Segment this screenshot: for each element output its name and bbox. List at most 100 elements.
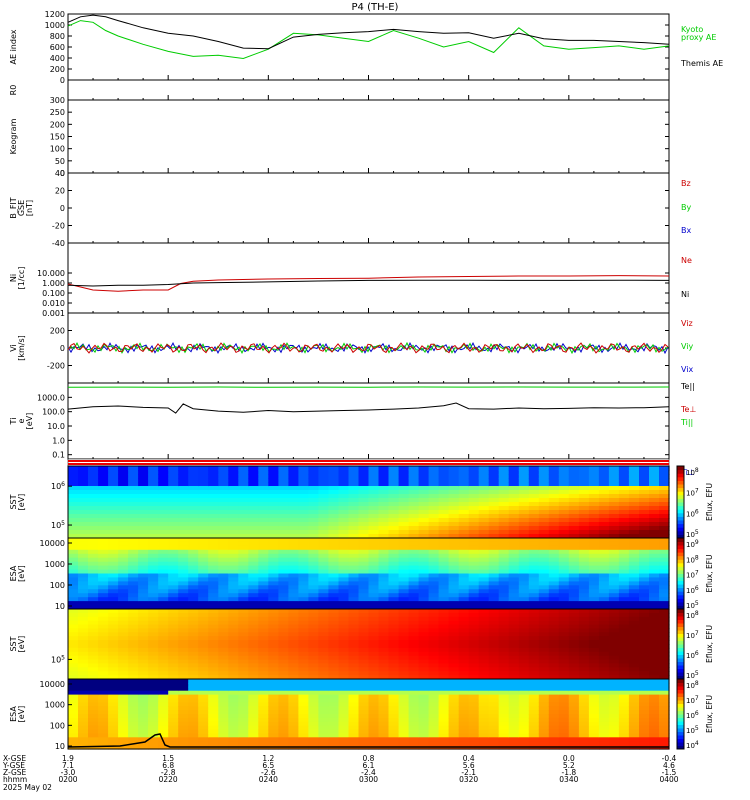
spectrogram-cell-sst_i: [378, 612, 390, 618]
spectrogram-cell-esa_e: [588, 585, 600, 590]
spectrogram-cell-esa_e: [88, 585, 99, 590]
spectrogram-cell-sst_i: [148, 612, 159, 618]
spectrogram-cell-esa_e: [78, 605, 89, 610]
spectrogram-cell-sst_e: [618, 518, 630, 523]
spectrogram-cell-esa_i: [238, 690, 249, 696]
spectrogram-cell-esa_e: [348, 541, 360, 547]
spectrogram-cell-esa_i: [508, 714, 520, 719]
spectrogram-cell-sst_i: [168, 616, 179, 622]
spectrogram-cell-sst_e: [68, 534, 79, 539]
spectrogram-cell-sst_i: [518, 651, 530, 657]
spectrogram-cell-esa_e: [448, 593, 460, 598]
spectrogram-cell-esa_e: [248, 565, 259, 571]
spectrogram-cell-sst_e: [588, 478, 600, 483]
spectrogram-cell-esa_i: [438, 690, 450, 696]
spectrogram-cell-esa_e: [628, 593, 640, 598]
spectrogram-cell-sst_i: [308, 659, 319, 665]
spectrogram-cell-sst_e: [498, 478, 510, 483]
spectrogram-cell-esa_e: [498, 601, 510, 606]
spectrogram-cell-esa_i: [138, 717, 149, 723]
spectrogram-cell-sst_e: [68, 470, 79, 475]
spectrogram-cell-sst_e: [568, 494, 580, 499]
spectrogram-cell-sst_e: [508, 518, 520, 523]
spectrogram-cell-sst_i: [448, 624, 460, 630]
spectrogram-cell-sst_i: [298, 663, 309, 668]
spectrogram-cell-esa_e: [208, 597, 219, 602]
spectrogram-cell-esa_i: [628, 698, 640, 703]
spectrogram-cell-sst_i: [408, 616, 420, 622]
spectrogram-cell-esa_i: [458, 698, 470, 703]
spectrogram-cell-sst_i: [338, 620, 350, 626]
spectrogram-cell-esa_e: [428, 581, 440, 586]
ylabel-sst_e: SST: [9, 494, 18, 509]
spectrogram-cell-esa_i: [68, 721, 79, 727]
spectrogram-cell-esa_e: [568, 549, 580, 555]
spectrogram-cell-sst_i: [68, 671, 79, 676]
spectrogram-cell-esa_e: [388, 565, 400, 571]
spectrogram-cell-esa_e: [388, 593, 400, 598]
spectrogram-cell-esa_e: [639, 565, 650, 571]
spectrogram-cell-esa_e: [68, 565, 79, 571]
spectrogram-cell-sst_e: [608, 530, 620, 535]
spectrogram-cell-sst_i: [308, 671, 319, 676]
spectrogram-cell-sst_i: [508, 612, 520, 618]
spectrogram-cell-sst_e: [78, 530, 89, 535]
spectrogram-cell-sst_e: [628, 490, 640, 495]
spectrogram-cell-sst_e: [368, 482, 380, 487]
spectrogram-cell-sst_i: [659, 663, 670, 668]
spectrogram-cell-sst_i: [258, 640, 269, 645]
spectrogram-cell-sst_e: [578, 526, 590, 531]
spectrogram-cell-sst_e: [278, 522, 289, 527]
spectrogram-cell-esa_i: [298, 682, 309, 688]
spectrogram-cell-sst_i: [618, 609, 630, 614]
spectrogram-cell-esa_i: [328, 706, 339, 711]
spectrogram-cell-esa_i: [568, 679, 580, 684]
spectrogram-cell-esa_e: [488, 545, 500, 551]
spectrogram-cell-esa_e: [518, 565, 530, 571]
spectrogram-cell-esa_i: [108, 721, 119, 727]
spectrogram-cell-esa_e: [568, 585, 580, 590]
spectrogram-cell-sst_e: [398, 490, 410, 495]
spectrogram-cell-esa_e: [248, 541, 259, 547]
spectrogram-cell-esa_e: [88, 577, 99, 582]
spectrogram-cell-esa_e: [338, 573, 350, 578]
spectrogram-cell-sst_e: [438, 514, 450, 519]
spectrogram-cell-sst_i: [348, 667, 360, 672]
spectrogram-cell-sst_e: [358, 466, 370, 471]
spectrogram-cell-esa_i: [238, 729, 249, 735]
spectrogram-cell-sst_e: [558, 514, 570, 519]
spectrogram-cell-esa_i: [258, 725, 269, 731]
spectrogram-cell-esa_e: [639, 577, 650, 582]
spectrogram-cell-esa_e: [148, 557, 159, 563]
spectrogram-cell-esa_e: [659, 553, 670, 559]
spectrogram-cell-esa_i: [518, 714, 530, 719]
spectrogram-cell-esa_i: [168, 737, 179, 742]
spectrogram-cell-esa_i: [659, 698, 670, 703]
spectrogram-cell-sst_i: [148, 624, 159, 630]
spectrogram-cell-sst_e: [639, 506, 650, 511]
spectrogram-cell-esa_i: [548, 682, 560, 688]
spectrogram-cell-esa_i: [659, 710, 670, 715]
spectrogram-cell-esa_i: [368, 702, 380, 707]
spectrogram-cell-sst_i: [438, 651, 450, 657]
spectrogram-cell-sst_i: [428, 659, 440, 665]
spectrogram-cell-esa_i: [138, 679, 149, 684]
spectrogram-cell-sst_e: [78, 494, 89, 499]
spectrogram-cell-esa_i: [558, 721, 570, 727]
spectrogram-cell-esa_i: [108, 717, 119, 723]
spectrogram-cell-esa_i: [568, 690, 580, 696]
spectrogram-cell-esa_e: [88, 569, 99, 575]
spectrogram-cell-esa_e: [88, 573, 99, 578]
spectrogram-cell-esa_i: [598, 729, 610, 735]
spectrogram-cell-esa_e: [108, 553, 119, 559]
spectrogram-cell-esa_i: [238, 706, 249, 711]
spectrogram-cell-sst_i: [178, 640, 189, 645]
spectrogram-cell-sst_i: [388, 671, 400, 676]
colorbar-cell-esa_i: [677, 682, 684, 687]
spectrogram-cell-sst_e: [148, 486, 159, 491]
spectrogram-cell-esa_e: [218, 597, 229, 602]
spectrogram-cell-sst_i: [88, 644, 99, 649]
spectrogram-cell-esa_i: [518, 679, 530, 684]
spectrogram-cell-esa_i: [448, 733, 460, 738]
spectrogram-cell-sst_i: [358, 675, 370, 680]
